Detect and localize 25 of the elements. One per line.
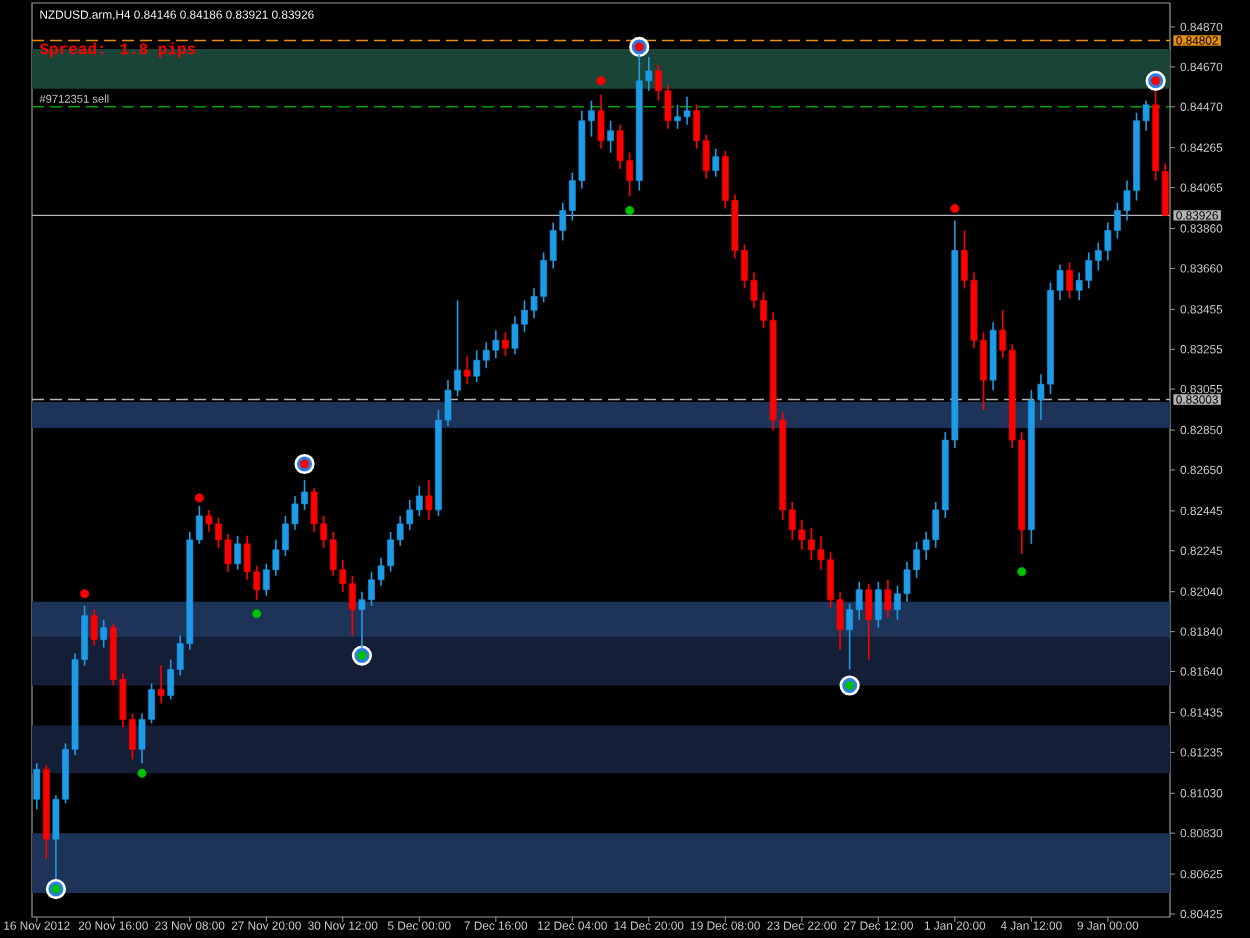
point bbox=[1017, 567, 1027, 577]
point bbox=[137, 768, 147, 778]
candlestick bbox=[865, 582, 873, 661]
candlestick bbox=[100, 618, 108, 649]
point bbox=[80, 589, 90, 599]
annotation: Spread: 1.8 pips bbox=[39, 42, 196, 58]
candlestick bbox=[597, 93, 605, 150]
point bbox=[625, 206, 635, 216]
candlestick bbox=[1066, 261, 1073, 300]
point bbox=[950, 204, 960, 214]
candlestick bbox=[157, 664, 165, 705]
candlestick bbox=[607, 119, 614, 154]
candlestick bbox=[234, 535, 241, 571]
candlestick bbox=[463, 355, 471, 385]
candlestick bbox=[712, 147, 720, 178]
candlestick bbox=[502, 331, 509, 358]
candlestick bbox=[884, 578, 892, 619]
point bbox=[596, 76, 606, 86]
candlestick bbox=[425, 479, 433, 521]
point bbox=[194, 493, 204, 503]
candlestick bbox=[1161, 162, 1169, 218]
candlestick bbox=[874, 580, 882, 629]
candlestick bbox=[33, 762, 41, 811]
point bbox=[252, 609, 262, 619]
candlestick bbox=[90, 608, 98, 647]
